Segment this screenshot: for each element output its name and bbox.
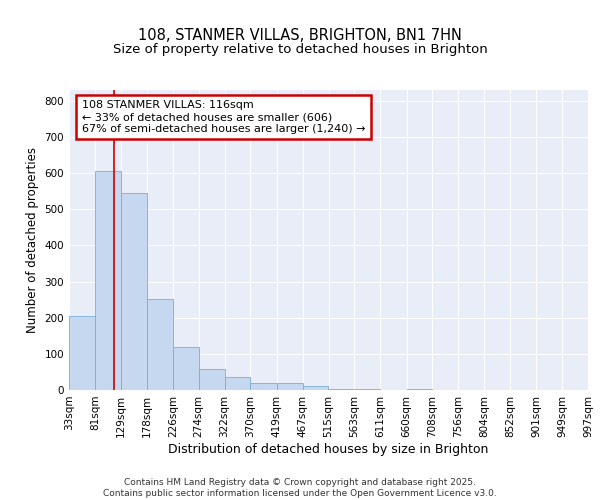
Bar <box>121 193 147 390</box>
Bar <box>69 316 95 390</box>
Bar <box>199 370 224 390</box>
Bar <box>250 383 277 390</box>
Y-axis label: Number of detached properties: Number of detached properties <box>26 147 39 333</box>
X-axis label: Distribution of detached houses by size in Brighton: Distribution of detached houses by size … <box>169 442 488 456</box>
Bar <box>277 384 302 390</box>
Text: Contains HM Land Registry data © Crown copyright and database right 2025.
Contai: Contains HM Land Registry data © Crown c… <box>103 478 497 498</box>
Bar <box>224 378 250 390</box>
Text: 108 STANMER VILLAS: 116sqm
← 33% of detached houses are smaller (606)
67% of sem: 108 STANMER VILLAS: 116sqm ← 33% of deta… <box>82 100 365 134</box>
Text: 108, STANMER VILLAS, BRIGHTON, BN1 7HN: 108, STANMER VILLAS, BRIGHTON, BN1 7HN <box>138 28 462 42</box>
Bar <box>302 386 329 390</box>
Bar <box>95 170 121 390</box>
Bar <box>147 298 173 390</box>
Text: Size of property relative to detached houses in Brighton: Size of property relative to detached ho… <box>113 42 487 56</box>
Bar <box>173 346 199 390</box>
